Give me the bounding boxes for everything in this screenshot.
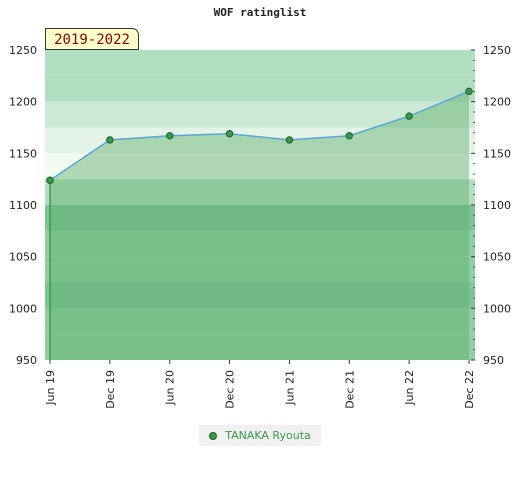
y-tick-label-right: 1250: [483, 44, 511, 57]
data-point: [166, 132, 174, 140]
background-band: [45, 282, 475, 309]
data-point: [285, 136, 294, 144]
data-point: [46, 176, 54, 184]
marker-layer: [46, 87, 473, 184]
background-band: [45, 153, 475, 180]
period-badge: 2019-2022: [45, 28, 139, 50]
chart-title: WOF ratinglist: [213, 6, 307, 19]
y-tick-label-left: 1150: [9, 147, 37, 160]
background-band: [45, 230, 475, 257]
x-tick-label: Jun 22: [403, 370, 416, 406]
data-point: [465, 87, 473, 96]
x-tick-label: Jun 21: [283, 370, 296, 406]
line-layer: [49, 90, 470, 360]
x-tick-label: Jun 20: [164, 370, 177, 406]
x-tick-label: Jun 19: [44, 370, 57, 406]
y-tick-label-right: 1100: [483, 199, 511, 212]
series-line: [49, 90, 470, 181]
x-tick-label: Dec 19: [104, 370, 117, 409]
x-tick-label: Dec 22: [463, 370, 476, 409]
y-tick-label-left: 1200: [9, 96, 37, 109]
y-axis-right: 950 1000 1050 1100 1150 1200 1250: [471, 44, 511, 367]
data-point: [405, 112, 413, 120]
y-tick-label-left: 950: [16, 354, 37, 367]
background-bands: [45, 50, 475, 360]
y-tick-label-right: 1000: [483, 302, 511, 315]
y-tick-label-right: 950: [483, 354, 504, 367]
background-band: [45, 308, 475, 335]
data-point: [225, 130, 234, 138]
y-axis-left: 950 1000 1050 1100 1150 1200 1250: [9, 44, 37, 367]
y-tick-label-left: 1250: [9, 44, 37, 57]
area-layer: [50, 91, 469, 360]
x-tick-label: Dec 21: [343, 370, 356, 409]
legend-label: TANAKA Ryouta: [225, 429, 311, 442]
legend[interactable]: TANAKA Ryouta: [199, 425, 321, 446]
y-tick-label-right: 1050: [483, 251, 511, 264]
background-band: [45, 256, 475, 283]
series-area: [50, 91, 469, 360]
background-band: [45, 179, 475, 205]
y-tick-label-left: 1000: [9, 302, 37, 315]
y-tick-label-left: 1100: [9, 199, 37, 212]
background-band: [45, 205, 475, 231]
y-tick-label-right: 1200: [483, 96, 511, 109]
y-tick-label-left: 1050: [9, 251, 37, 264]
legend-marker-icon: [209, 431, 218, 440]
background-band: [45, 334, 475, 360]
background-band: [45, 75, 475, 102]
data-point: [106, 136, 114, 144]
x-axis: Jun 19 Dec 19 Jun 20 Dec 20 Jun 21 Dec 21 Jun …: [44, 360, 476, 409]
background-band: [45, 101, 475, 128]
x-tick-label: Dec 20: [224, 370, 237, 409]
background-band: [45, 127, 475, 154]
data-point: [345, 132, 353, 140]
y-tick-label-right: 1150: [483, 147, 511, 160]
background-band: [45, 50, 475, 76]
